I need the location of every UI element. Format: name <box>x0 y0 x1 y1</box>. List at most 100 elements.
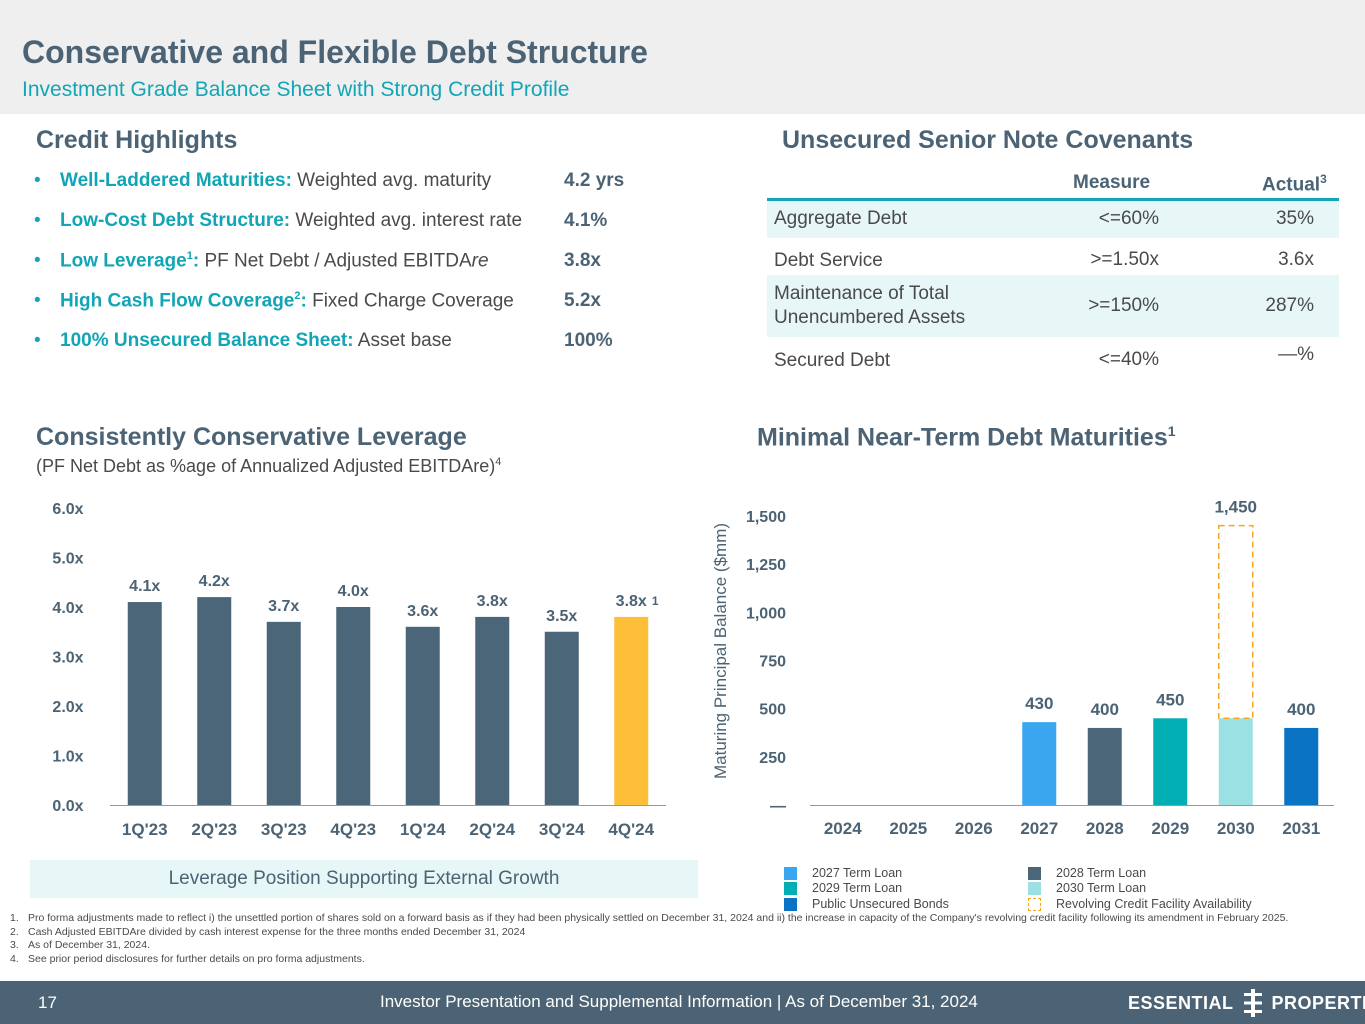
legend-swatch <box>784 867 797 880</box>
page-number: 17 <box>38 993 57 1012</box>
maturities-ytick-label: — <box>770 798 786 815</box>
legend-label: 2029 Term Loan <box>812 881 903 895</box>
leverage-xtick-label: 2Q'23 <box>191 820 237 839</box>
leverage-bar <box>127 602 162 805</box>
footnotes: 1. Pro forma adjustments made to reflect … <box>10 912 1310 966</box>
maturities-xtick-label: 2031 <box>1282 819 1320 838</box>
covenant-name: Aggregate Debt <box>774 208 908 229</box>
leverage-footnote-ref: 1 <box>652 594 659 608</box>
footnote-text: As of December 31, 2024. <box>28 939 150 951</box>
covenant-measure: <=60% <box>1098 208 1159 229</box>
covenant-actual: 3.6x <box>1278 249 1314 270</box>
maturities-ytick-label: 500 <box>759 702 786 719</box>
covenant-row: Debt Service >=1.50x 3.6x <box>767 238 1339 275</box>
maturities-value-label: 400 <box>1091 700 1119 719</box>
maturities-xtick-label: 2029 <box>1151 819 1189 838</box>
credit-highlight-label-bold: Low-Cost Debt Structure: <box>60 210 291 231</box>
leverage-ytick-label: 1.0x <box>52 749 83 766</box>
maturities-xtick-label: 2030 <box>1217 819 1255 838</box>
bullet-icon: • <box>34 210 41 231</box>
maturities-value-label: 1,450 <box>1214 498 1257 517</box>
covenant-measure: >=1.50x <box>1090 249 1159 270</box>
maturities-xtick-label: 2024 <box>824 819 862 838</box>
covenant-name: Maintenance of Total Unencumbered Assets <box>774 283 966 328</box>
company-logo: ESSENTIAL PROPERTIES <box>1128 989 1365 1017</box>
credit-highlight-label-bold: Low Leverage <box>60 250 187 272</box>
leverage-value-label: 4.1x <box>129 578 160 595</box>
credit-highlight-label: Well-Laddered Maturities: Weighted avg. … <box>60 170 492 191</box>
maturities-ytick-label: 1,250 <box>746 557 786 574</box>
leverage-xtick-label: 4Q'24 <box>608 820 654 839</box>
maturities-ytick-label: 250 <box>759 750 786 767</box>
bullet-icon: • <box>34 290 41 311</box>
maturities-bar <box>1153 718 1188 805</box>
legend-swatch <box>784 882 797 895</box>
leverage-ytick-label: 3.0x <box>52 650 83 667</box>
footnote-text: Pro forma adjustments made to reflect i)… <box>28 912 1289 924</box>
credit-highlight-label-bold: Well-Laddered Maturities: <box>60 170 292 191</box>
legend-swatch <box>1028 867 1041 880</box>
legend-label: 2027 Term Loan <box>812 866 903 880</box>
maturities-ytick-label: 1,000 <box>746 605 786 622</box>
leverage-value-label: 4.0x <box>338 583 369 600</box>
leverage-bar <box>544 631 579 805</box>
credit-highlight-label-bold: : <box>192 250 200 272</box>
legend-label: 2028 Term Loan <box>1056 866 1147 880</box>
maturities-title: Minimal Near-Term Debt Maturities1 <box>757 423 1176 452</box>
credit-highlight-label: Low-Cost Debt Structure: Weighted avg. i… <box>60 210 523 231</box>
leverage-bar <box>475 616 510 805</box>
footnote-number: 4. <box>10 952 19 965</box>
maturities-xtick-label: 2028 <box>1086 819 1124 838</box>
leverage-value-label: 4.2x <box>199 573 230 590</box>
maturities-y-axis-title: Maturing Principal Balance ($mm) <box>711 523 730 779</box>
credit-highlight-label-bold: High Cash Flow Coverage <box>60 290 295 312</box>
covenant-actual: —% <box>1278 344 1314 365</box>
leverage-value-label: 3.6x <box>407 603 438 620</box>
covenant-measure: <=40% <box>1098 349 1159 370</box>
covenant-measure: >=150% <box>1088 295 1159 316</box>
charts-canvas: 0.0x 1.0x 2.0x 3.0x 4.0x 5.0x 6.0x 4.1x 1Q'23 4.2… <box>52 498 1334 839</box>
slide-header: Conservative and Flexible Debt Structure… <box>0 0 1365 114</box>
footnote-number: 2. <box>10 925 19 938</box>
covenants-col-actual: Actual3 <box>1262 172 1327 196</box>
leverage-bar <box>405 626 440 805</box>
legend-swatch <box>1028 882 1041 895</box>
leverage-xtick-label: 1Q'24 <box>400 820 446 839</box>
covenant-row: Maintenance of Total Unencumbered Assets … <box>767 275 1339 337</box>
covenant-row: Secured Debt <=40% —% <box>767 337 1339 377</box>
covenant-row: Aggregate Debt <=60% 35% <box>767 201 1339 238</box>
covenants-col-measure: Measure <box>1073 172 1151 193</box>
footnote-number: 1. <box>10 912 19 924</box>
credit-highlight-label: Low Leverage1: PF Net Debt / Adjusted EB… <box>60 250 489 272</box>
leverage-bar <box>266 621 301 805</box>
leverage-xtick-label: 4Q'23 <box>330 820 376 839</box>
footnote: 3. As of December 31, 2024. <box>10 939 1310 953</box>
logo-mark-icon <box>1242 989 1264 1017</box>
covenant-name: Debt Service <box>774 250 883 271</box>
leverage-xtick-label: 3Q'24 <box>539 820 585 839</box>
footnote-text: Cash Adjusted EBITDAre divided by cash i… <box>28 925 526 938</box>
credit-highlight-label-bold: 100% Unsecured Balance Sheet: <box>60 330 354 351</box>
legend-swatch <box>784 898 797 911</box>
covenant-actual: 287% <box>1265 295 1314 316</box>
logo-text-right: PROPERTIES <box>1271 992 1365 1013</box>
slide-subtitle: Investment Grade Balance Sheet with Stro… <box>22 78 570 101</box>
slide-footer: 17 Investor Presentation and Supplementa… <box>0 981 1365 1024</box>
maturities-bar <box>1284 727 1319 805</box>
maturities-xtick-label: 2025 <box>889 819 927 838</box>
footnote-ref: 2 <box>294 290 301 302</box>
covenant-name: Secured Debt <box>774 350 891 371</box>
maturities-value-label: 430 <box>1025 694 1053 713</box>
credit-highlight-value: 4.1% <box>564 210 608 231</box>
covenants-header-rule <box>767 198 1339 201</box>
legend-label: Public Unsecured Bonds <box>812 897 949 911</box>
credit-highlight-value: 4.2 yrs <box>564 170 625 191</box>
legend-label: Revolving Credit Facility Availability <box>1056 897 1252 911</box>
maturities-ytick-label: 750 <box>759 654 786 671</box>
credit-highlights-title: Credit Highlights <box>36 126 238 154</box>
leverage-title: Consistently Conservative Leverage <box>36 423 467 451</box>
footnote-ref: 1 <box>186 250 193 262</box>
maturities-bar-revolver <box>1218 524 1254 720</box>
footer-text: Investor Presentation and Supplemental I… <box>380 992 978 1011</box>
leverage-value-label: 3.8x <box>616 593 647 610</box>
